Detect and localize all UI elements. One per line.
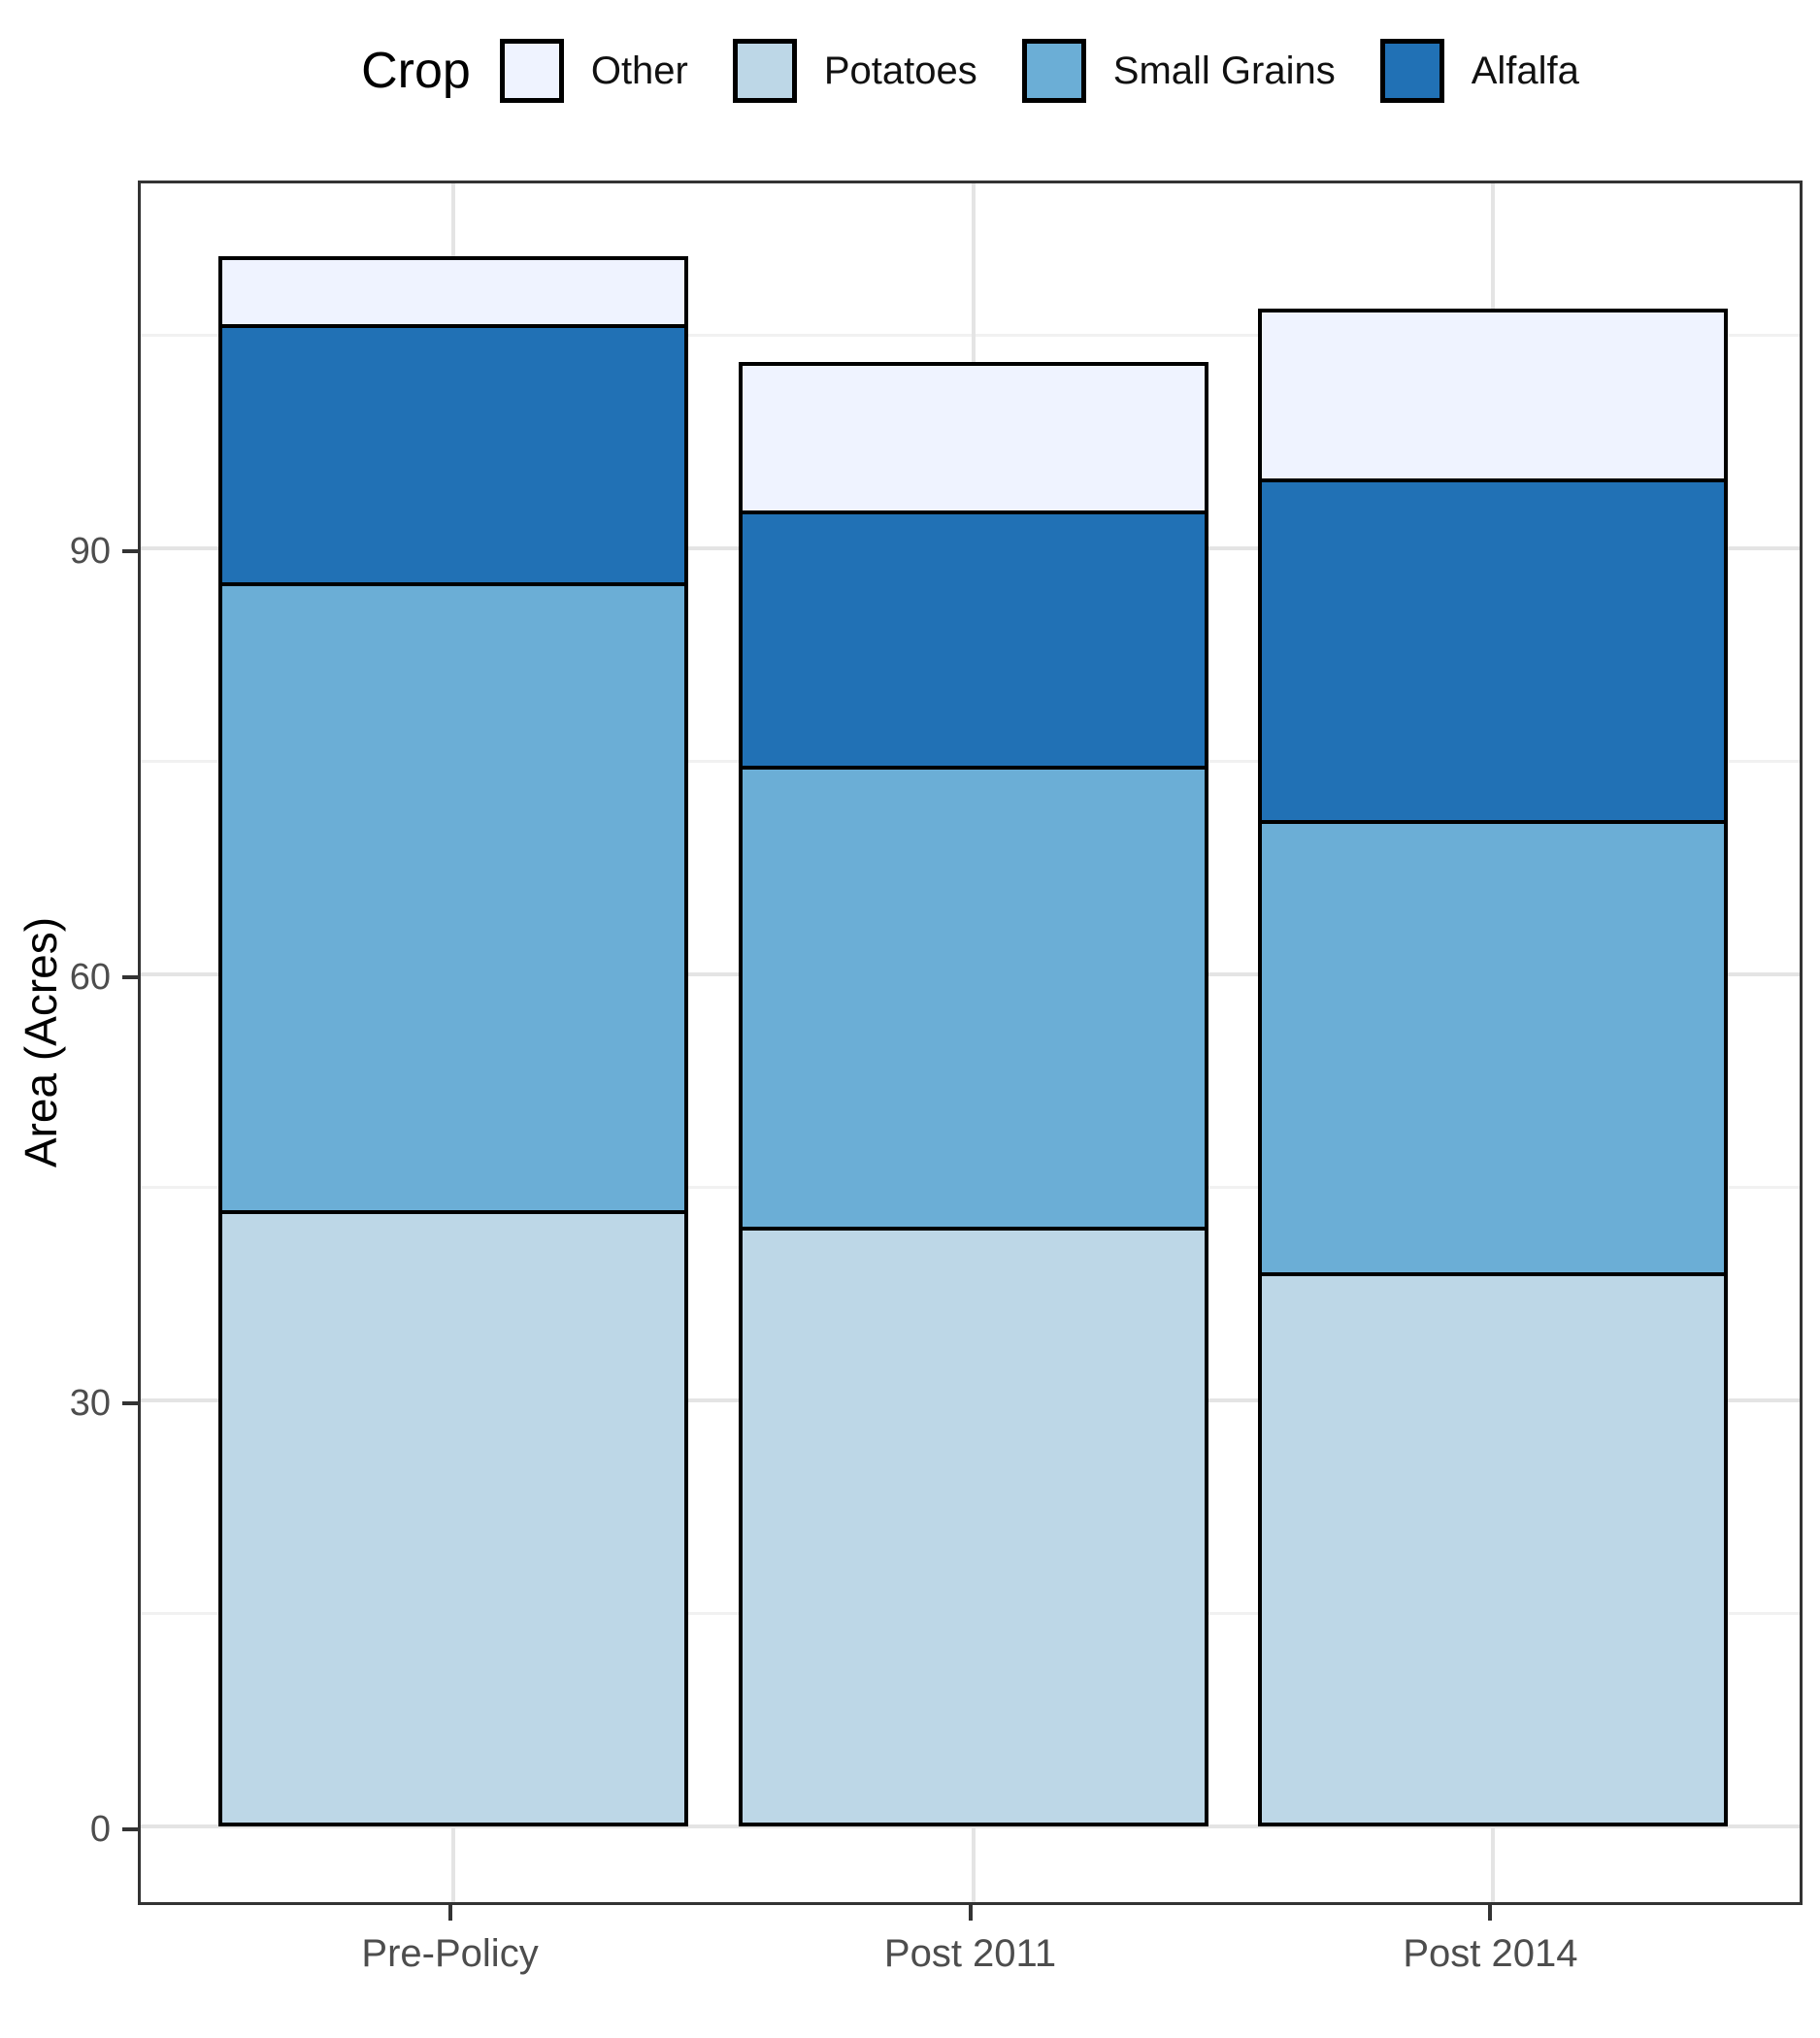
y-tick-0 <box>122 1827 138 1831</box>
gridline-y-0 <box>141 1824 1800 1828</box>
x-tick-label-post-2014: Post 2014 <box>1403 1932 1578 1975</box>
gridline-y-minor-105 <box>141 334 1800 337</box>
legend-swatch-potatoes-icon <box>732 39 797 103</box>
legend-label-potatoes: Potatoes <box>823 49 977 92</box>
bar-post-2014-segment-small-grains <box>1258 819 1729 1277</box>
bar-post-2014 <box>1258 183 1729 1902</box>
y-tick-90 <box>122 549 138 553</box>
bar-post-2011-segment-alfalfa <box>738 510 1208 770</box>
x-tick-label-pre-policy: Pre-Policy <box>361 1932 539 1975</box>
legend-entry-potatoes: Potatoes <box>732 39 977 103</box>
y-tick-label-30: 30 <box>69 1383 111 1424</box>
legend: Crop Other Potatoes Small Grains Alfalfa <box>138 27 1803 115</box>
y-tick-label-60: 60 <box>69 957 111 998</box>
legend-entry-small-grains: Small Grains <box>1021 39 1336 103</box>
bar-post-2014-segment-alfalfa <box>1258 478 1729 824</box>
bar-pre-policy-segment-small-grains <box>217 582 688 1214</box>
legend-label-alfalfa: Alfalfa <box>1471 49 1579 92</box>
bar-post-2011-segment-potatoes <box>738 1227 1208 1826</box>
bar-post-2011-segment-small-grains <box>738 765 1208 1232</box>
x-tick-post-2014 <box>1488 1905 1493 1921</box>
y-tick-label-90: 90 <box>69 531 111 572</box>
x-tick-pre-policy <box>447 1905 452 1921</box>
legend-title: Crop <box>361 43 471 99</box>
plot-panel <box>138 181 1803 1905</box>
legend-swatch-other-icon <box>499 39 564 103</box>
bar-post-2014-segment-potatoes <box>1258 1272 1729 1826</box>
y-tick-label-0: 0 <box>89 1809 111 1850</box>
legend-label-other: Other <box>590 49 688 92</box>
legend-entry-alfalfa: Alfalfa <box>1379 39 1579 103</box>
bar-pre-policy-segment-potatoes <box>217 1209 688 1826</box>
bar-pre-policy-segment-other <box>217 255 688 328</box>
legend-label-small-grains: Small Grains <box>1112 49 1336 92</box>
bar-pre-policy-segment-alfalfa <box>217 323 688 587</box>
x-tick-post-2011 <box>968 1905 973 1921</box>
legend-entry-other: Other <box>499 39 688 103</box>
legend-swatch-alfalfa-icon <box>1379 39 1444 103</box>
bar-post-2014-segment-other <box>1258 308 1729 483</box>
y-tick-30 <box>122 1401 138 1405</box>
x-tick-label-post-2011: Post 2011 <box>883 1932 1057 1975</box>
legend-swatch-small-grains-icon <box>1021 39 1086 103</box>
bar-post-2011-segment-other <box>738 362 1208 514</box>
bar-post-2011 <box>738 183 1208 1902</box>
bar-pre-policy <box>217 183 688 1902</box>
y-axis-title: Area (Acres) <box>16 916 66 1168</box>
y-tick-60 <box>122 975 138 979</box>
